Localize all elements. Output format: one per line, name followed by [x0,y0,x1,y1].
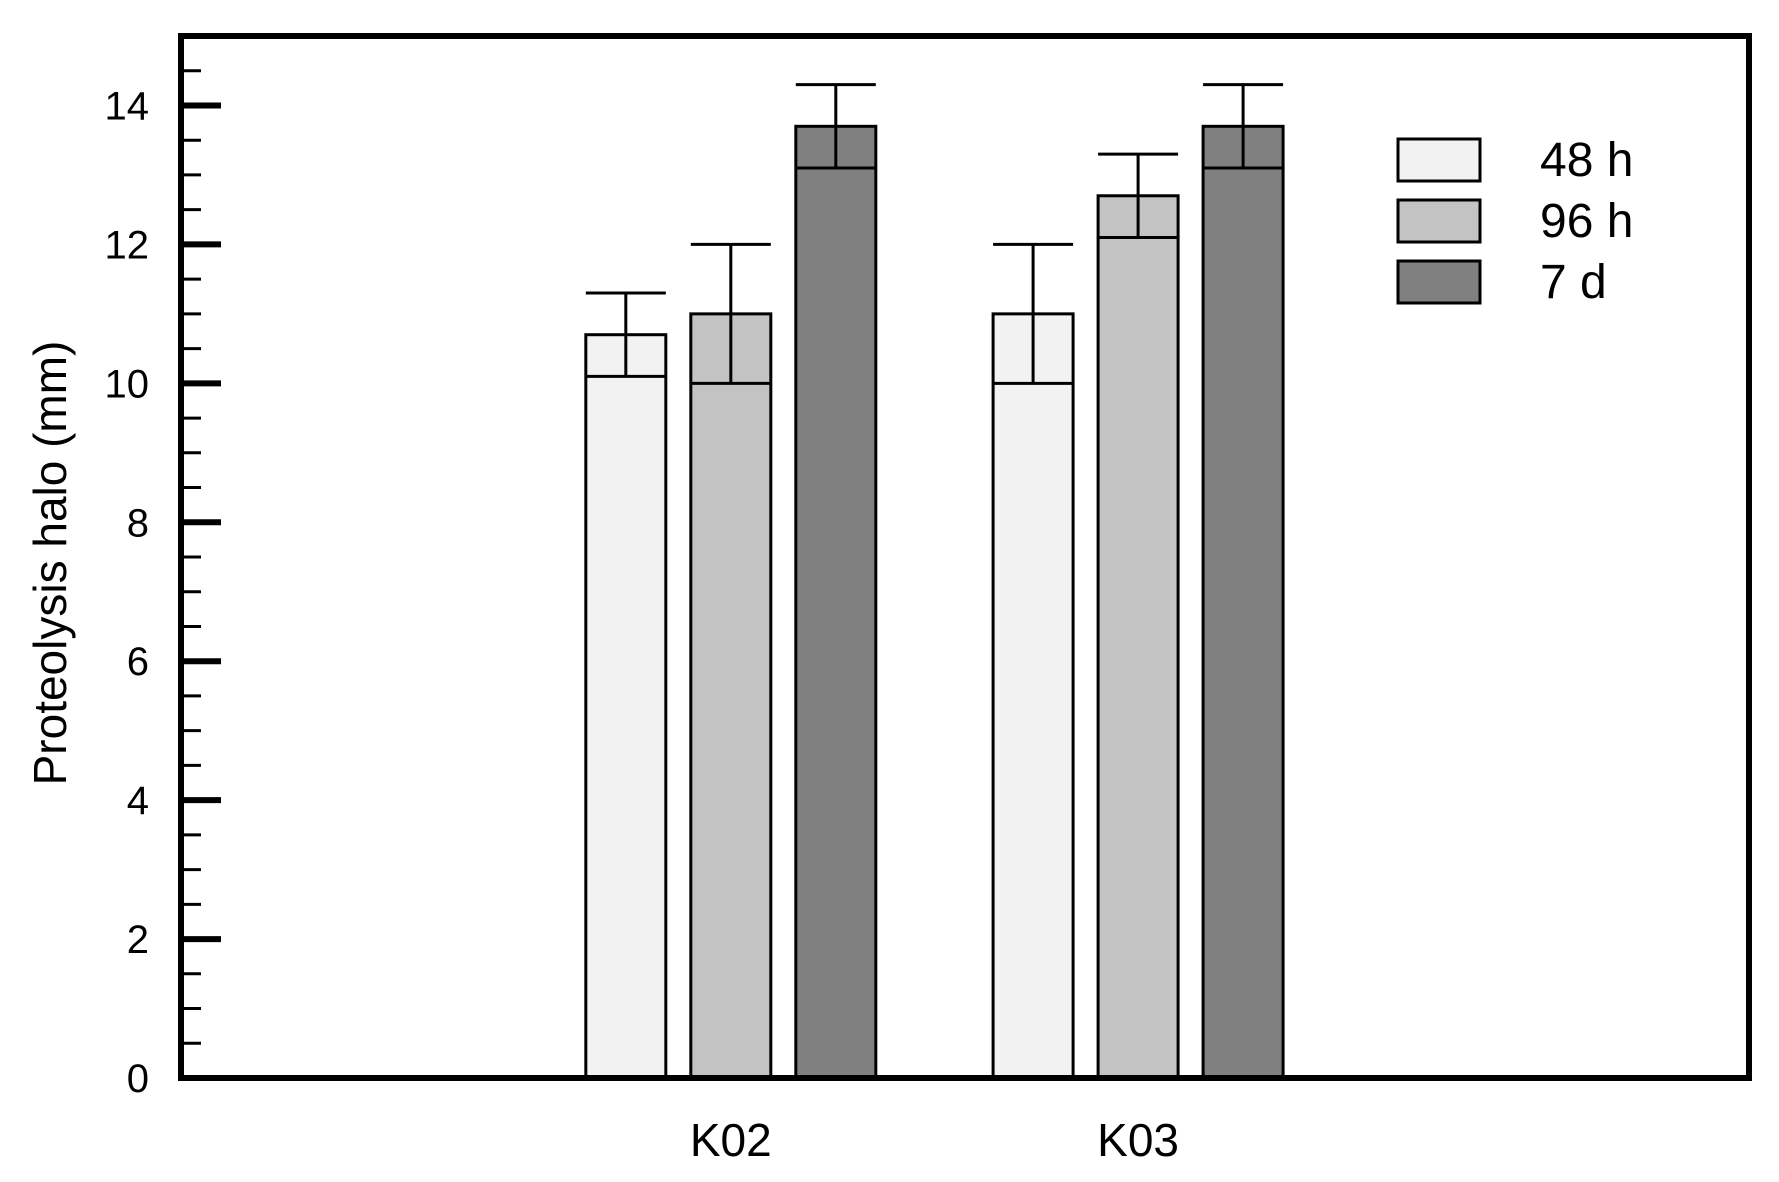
y-tick-label: 10 [105,362,150,406]
bar-k03-0 [991,312,1075,1080]
y-tick-label: 6 [127,640,149,684]
y-tick-label: 14 [105,84,150,128]
plot-bars [584,124,1285,1080]
bar-k02-1 [689,312,773,1080]
bar-k03-1 [1096,194,1180,1080]
y-tick-label: 2 [127,918,149,962]
legend-label-0: 48 h [1540,134,1633,187]
error-bars [585,83,1284,385]
legend-label-1: 96 h [1540,195,1633,248]
bar-k03-2 [1201,124,1285,1080]
y-tick-label: 12 [105,223,150,267]
y-tick-label: 8 [127,501,149,545]
x-tick-label: K03 [1097,1114,1179,1166]
plot-frame [178,33,1752,1081]
x-tick-label: K02 [690,1114,772,1166]
legend-swatch-2 [1396,259,1482,305]
legend-swatch-0 [1396,137,1482,183]
y-axis-title: Proteolysis halo (mm) [24,341,76,786]
plot-axes: K02 K03 0 2 4 6 8 10 12 14 [105,33,1752,1166]
legend: 48 h 96 h 7 d [1396,134,1633,309]
bar-k02-0 [584,333,668,1080]
y-tick-label: 4 [127,779,149,823]
legend-label-2: 7 d [1540,256,1607,309]
legend-swatch-1 [1396,198,1482,244]
y-tick-label: 0 [127,1057,149,1101]
bar-k02-2 [794,124,878,1080]
